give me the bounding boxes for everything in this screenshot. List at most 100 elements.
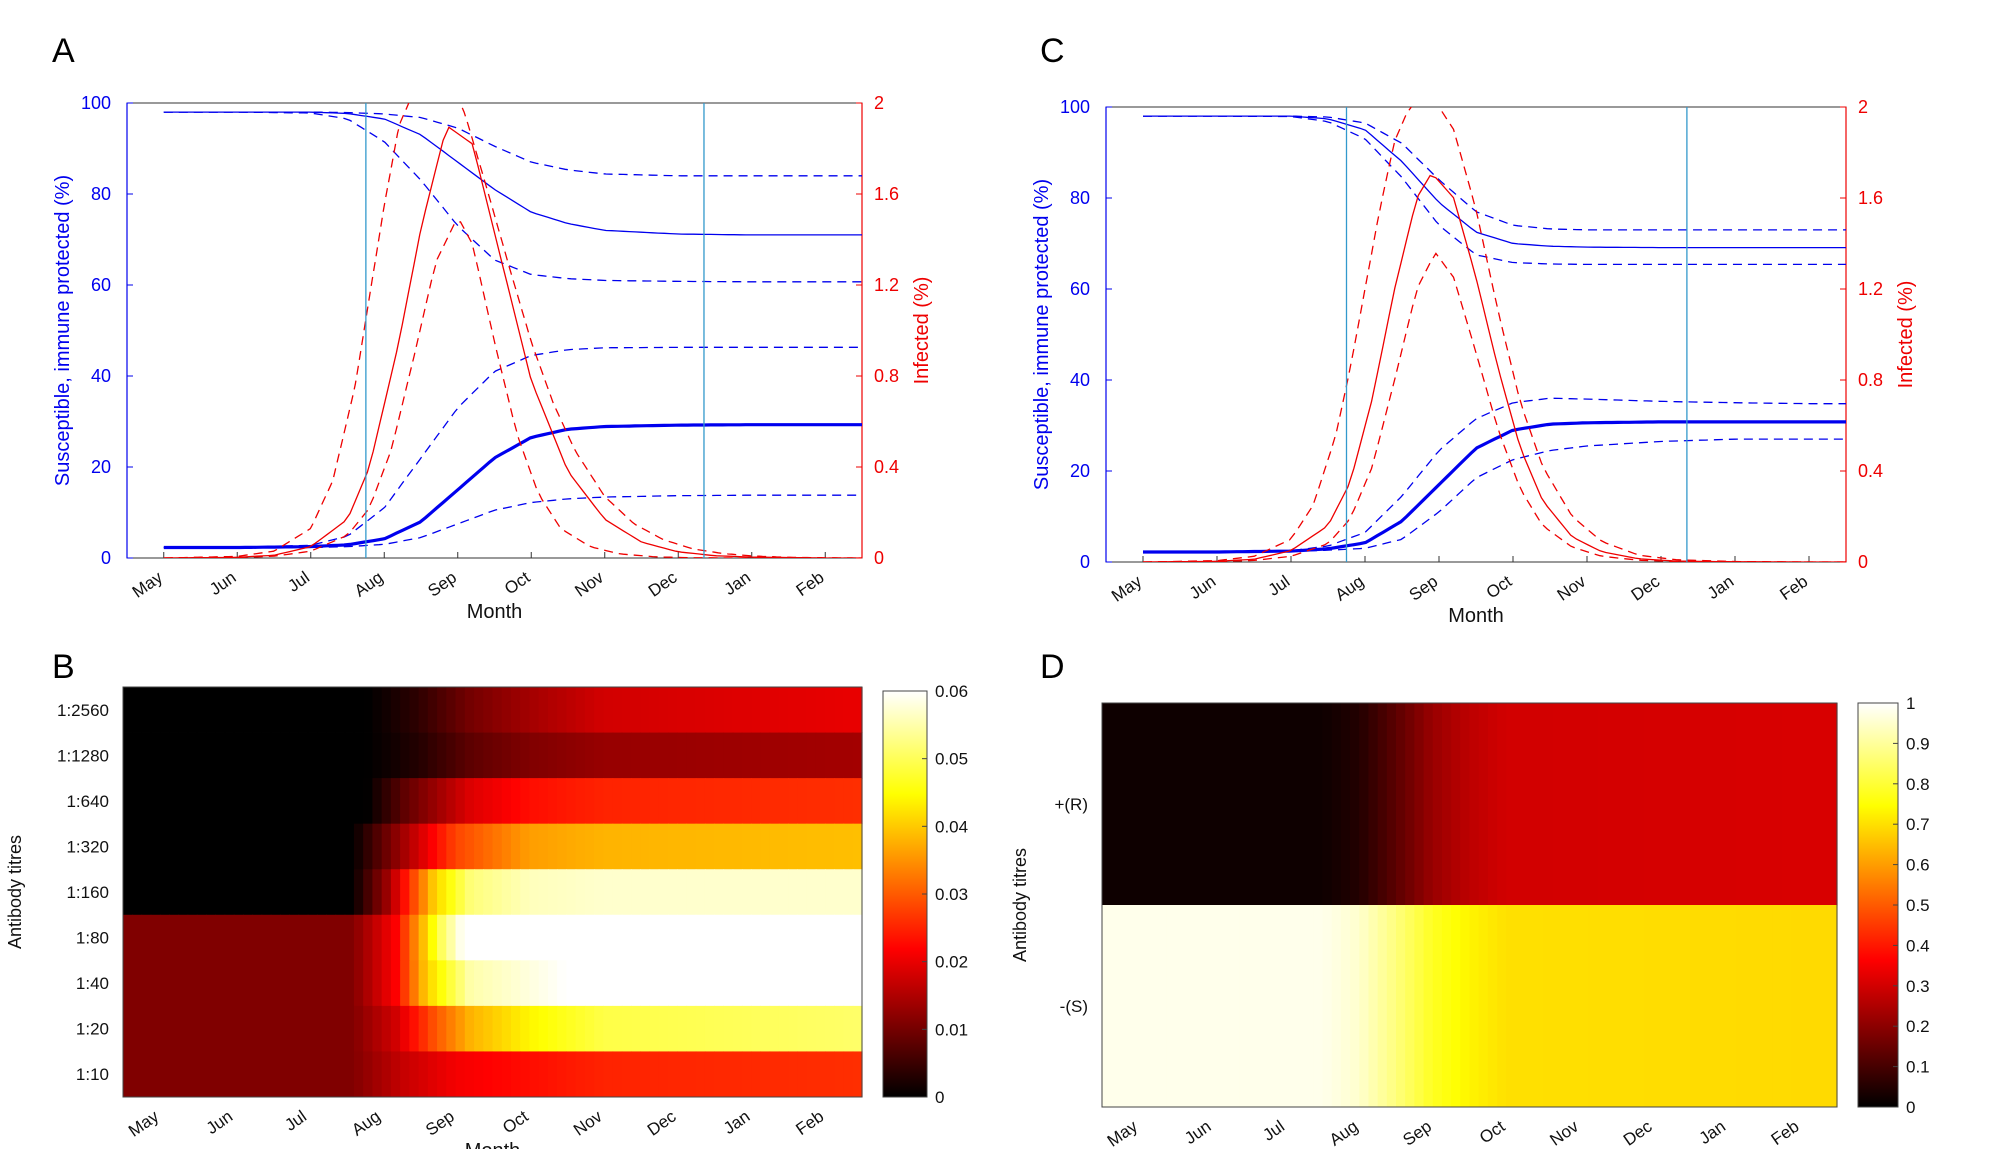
panel-d-heatmap-cell bbox=[1267, 703, 1278, 906]
panel-b-heatmap-cell bbox=[344, 778, 355, 825]
panel-b-heatmap-cell bbox=[289, 1005, 300, 1052]
panel-b-heatmap-cell bbox=[612, 1005, 623, 1052]
panel-b-heatmap-cell bbox=[788, 914, 798, 961]
panel-d-heatmap-cell bbox=[1791, 905, 1801, 1108]
panel-b-heatmap-cell bbox=[631, 1005, 641, 1052]
panel-d-heatmap-cell bbox=[1359, 703, 1370, 906]
panel-d-heatmap-cell bbox=[1809, 703, 1820, 906]
panel-b-heatmap-cell bbox=[640, 960, 651, 1007]
panel-d-heatmap-cell bbox=[1662, 703, 1673, 906]
panel-b-heatmap-cell bbox=[714, 732, 725, 779]
panel-b-heatmap-cell bbox=[409, 869, 420, 916]
panel-d-heatmap-cell bbox=[1157, 905, 1167, 1108]
panel-a-y-right-tick-label: 0 bbox=[874, 548, 884, 568]
panel-c-series-line-susceptible-5 bbox=[1143, 438, 1846, 553]
panel-b-heatmap-cell bbox=[714, 687, 725, 733]
panel-b-heatmap-cell bbox=[409, 960, 420, 1007]
panel-d-heatmap-cell bbox=[1147, 905, 1158, 1108]
panel-b-heatmap-cell bbox=[723, 1005, 734, 1052]
panel-b-heatmap-cell bbox=[520, 1005, 531, 1052]
panel-d-heatmap-cell bbox=[1396, 905, 1406, 1108]
panel-b-heatmap-cell bbox=[464, 1005, 475, 1052]
panel-b-heatmap-cell bbox=[603, 732, 614, 779]
panel-b-heatmap-cell bbox=[381, 960, 392, 1007]
panel-d-heatmap-cell bbox=[1203, 703, 1213, 906]
panel-b-heatmap-cell bbox=[372, 1005, 383, 1052]
panel-b-heatmap-cell bbox=[797, 1051, 808, 1098]
panel-b-heatmap-cell bbox=[603, 687, 614, 733]
panel-b-heatmap-cell bbox=[243, 960, 253, 1007]
panel-b-heatmap-cell bbox=[132, 1005, 143, 1052]
panel-b-heatmap-cell bbox=[159, 1051, 170, 1098]
panel-b-heatmap-cell bbox=[843, 732, 854, 779]
panel-b-heatmap-cell bbox=[612, 778, 623, 825]
panel-d-heatmap-cell bbox=[1138, 905, 1149, 1108]
panel-b-heatmap-cell bbox=[418, 778, 429, 825]
panel-d-heatmap-cell bbox=[1497, 905, 1507, 1108]
panel-b-heatmap-cell bbox=[566, 960, 577, 1007]
panel-b-heatmap-cell bbox=[298, 687, 309, 733]
panel-b-heatmap-cell bbox=[557, 960, 567, 1007]
panel-b-heatmap-cell bbox=[492, 960, 503, 1007]
panel-d-heatmap-cell bbox=[1396, 703, 1406, 906]
panel-b-heatmap-cell bbox=[658, 1005, 669, 1052]
panel-d-heatmap-cell bbox=[1487, 905, 1498, 1108]
panel-d-heatmap-cell bbox=[1230, 703, 1241, 906]
panel-d-heatmap-cell bbox=[1460, 703, 1471, 906]
panel-d-heatmap-cell bbox=[1827, 905, 1838, 1108]
panel-b-heatmap-cell bbox=[316, 823, 327, 870]
panel-d-heatmap-cell bbox=[1405, 905, 1415, 1108]
panel-b-heatmap-cell bbox=[677, 960, 688, 1007]
panel-d-heatmap-cell bbox=[1680, 905, 1691, 1108]
panel-b-heatmap-cell bbox=[150, 687, 161, 733]
panel-b-heatmap-cell bbox=[474, 1051, 484, 1098]
panel-b-heatmap-cell bbox=[123, 1005, 133, 1052]
panel-b-heatmap-cell bbox=[760, 869, 771, 916]
panel-b-heatmap-cell bbox=[704, 869, 715, 916]
panel-b-heatmap-cell bbox=[206, 732, 216, 779]
panel-b-heatmap-cell bbox=[141, 687, 152, 733]
panel-b-heatmap-cell bbox=[594, 778, 604, 825]
panel-b-heatmap-cell bbox=[760, 1051, 771, 1098]
panel-b-heatmap-cell bbox=[510, 778, 521, 825]
panel-b-heatmap-cell bbox=[778, 687, 789, 733]
panel-b-heatmap-cell bbox=[547, 914, 558, 961]
panel-b-heatmap-cell bbox=[668, 914, 678, 961]
panel-b-heatmap-cell bbox=[825, 687, 835, 733]
panel-b-heatmap-cell bbox=[797, 914, 808, 961]
panel-b-heatmap-cell bbox=[196, 732, 207, 779]
panel-b-heatmap-cell bbox=[372, 869, 383, 916]
panel-b-heatmap-cell bbox=[224, 914, 235, 961]
panel-b-heatmap-cell bbox=[732, 960, 743, 1007]
panel-b-heatmap-cell bbox=[363, 687, 374, 733]
panel-b-heatmap-cell bbox=[178, 914, 189, 961]
panel-d-heatmap-cell bbox=[1414, 703, 1425, 906]
panel-b-heatmap-cell bbox=[141, 823, 152, 870]
panel-b-heatmap-cell bbox=[658, 960, 669, 1007]
panel-b-heatmap-cell bbox=[668, 687, 678, 733]
panel-b-heatmap-cell bbox=[566, 687, 577, 733]
panel-b-heatmap-cell bbox=[437, 914, 447, 961]
panel-a-series-line-susceptible-4 bbox=[163, 346, 862, 549]
panel-d-heatmap-cell bbox=[1120, 905, 1131, 1108]
panel-b-heatmap-cell bbox=[418, 687, 429, 733]
panel-b-heatmap-cell bbox=[815, 914, 826, 961]
panel-b-heatmap-cell bbox=[603, 869, 614, 916]
panel-b-heatmap-cell bbox=[187, 1051, 198, 1098]
panel-d-heatmap-cell bbox=[1726, 905, 1737, 1108]
panel-d-heatmap-cell bbox=[1331, 905, 1342, 1108]
panel-d-heatmap-cell bbox=[1680, 703, 1691, 906]
panel-b-heatmap-cell bbox=[298, 1005, 309, 1052]
panel-b-heatmap-cell bbox=[520, 1051, 531, 1098]
panel-d-heatmap-cell bbox=[1745, 703, 1755, 906]
panel-b-heatmap-cell bbox=[806, 823, 817, 870]
panel-d-x-tick-label: Jul bbox=[1259, 1117, 1288, 1145]
panel-b-heatmap-cell bbox=[233, 1051, 244, 1098]
panel-d-heatmap-cell bbox=[1377, 703, 1388, 906]
panel-b-heatmap-cell bbox=[741, 1005, 752, 1052]
panel-d-heatmap-cell bbox=[1524, 703, 1535, 906]
panel-d-heatmap-cell bbox=[1230, 905, 1241, 1108]
panel-b-heatmap-cell bbox=[751, 1005, 761, 1052]
panel-b-heatmap-cell bbox=[834, 1005, 845, 1052]
panel-b-heatmap-cell bbox=[631, 778, 641, 825]
